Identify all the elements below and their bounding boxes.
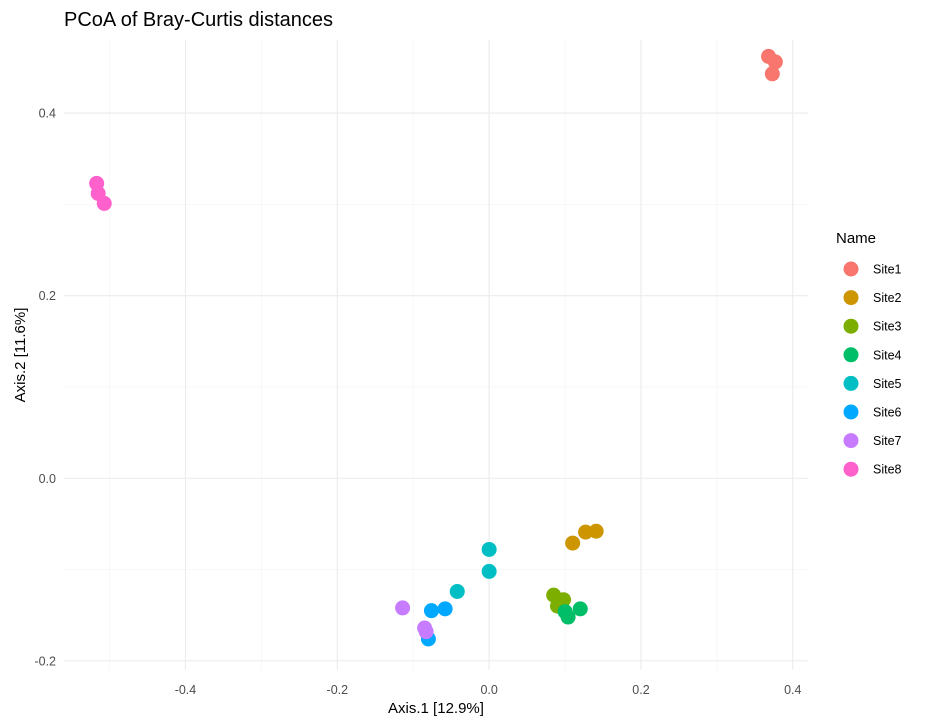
chart-title: PCoA of Bray-Curtis distances [64,9,333,31]
y-tick-label: 0.0 [39,472,56,486]
plot-panel [64,40,808,670]
legend-key-site4 [843,347,859,363]
legend-key-site6 [843,404,859,420]
legend-label: Site3 [873,320,902,334]
data-point-site8 [96,195,112,211]
y-tick-label: 0.2 [39,289,56,303]
data-point-site4 [572,601,588,617]
y-tick-label: -0.2 [34,654,56,668]
data-point-site2 [565,535,581,551]
x-tick-label: -0.4 [175,683,197,697]
x-tick-labels: -0.4 -0.2 0.0 0.2 0.4 [175,683,802,697]
x-tick-label: 0.4 [784,683,801,697]
y-tick-labels: -0.2 0.0 0.2 0.4 [34,107,56,669]
legend-label: Site6 [873,406,902,420]
legend: Name Site1 Site2 Site3 Site4 Site5 Site6 Site7… [836,230,902,477]
legend-label: Site4 [873,348,902,362]
legend-label: Site1 [873,263,902,277]
data-point-site7 [418,624,434,640]
data-point-site4 [560,609,576,625]
x-tick-label: 0.2 [632,683,649,697]
data-point-site5 [449,583,465,599]
data-point-site6 [423,603,439,619]
legend-key-site5 [843,375,859,391]
legend-key-site8 [843,461,859,477]
y-tick-label: 0.4 [39,107,56,121]
data-point-site2 [588,523,604,539]
data-point-site5 [481,541,497,557]
legend-label: Site2 [873,291,902,305]
data-point-site3 [556,592,572,608]
legend-key-site3 [843,318,859,334]
legend-title: Name [836,230,876,247]
data-point-site6 [437,601,453,617]
legend-key-site2 [843,290,859,306]
x-tick-label: 0.0 [480,683,497,697]
legend-label: Site5 [873,377,902,391]
data-points [89,48,783,647]
x-tick-label: -0.2 [327,683,349,697]
data-point-site1 [764,66,780,82]
legend-key-site7 [843,433,859,449]
data-point-site7 [395,600,411,616]
legend-label: Site8 [873,463,902,477]
y-axis-title: Axis.2 [11.6%] [12,308,29,403]
legend-key-site1 [843,261,859,277]
x-axis-title: Axis.1 [12.9%] [388,700,484,717]
legend-label: Site7 [873,434,902,448]
data-point-site1 [767,54,783,70]
data-point-site5 [481,563,497,579]
